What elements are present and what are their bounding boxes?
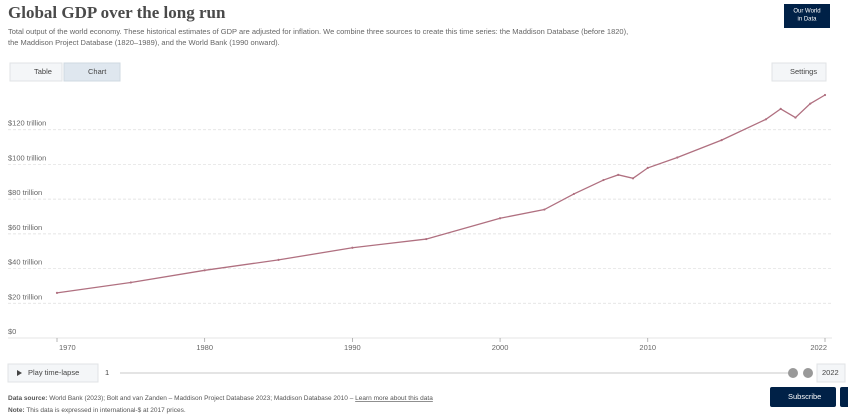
feedback-button[interactable]: [840, 387, 848, 407]
data-point: [779, 107, 782, 110]
y-tick-label: $0: [8, 327, 16, 336]
button-box: [771, 62, 827, 82]
x-tick-label: 1990: [344, 343, 361, 352]
data-point: [129, 281, 132, 284]
tab-label: Table: [34, 67, 52, 76]
data-point: [823, 93, 827, 97]
data-point: [809, 102, 812, 105]
year-field[interactable]: 1: [105, 368, 109, 377]
button-box: [7, 363, 99, 383]
button-label: Settings: [790, 67, 817, 76]
x-tick-label: 1980: [196, 343, 213, 352]
data-point: [631, 177, 635, 180]
data-point: [543, 208, 546, 211]
source: Data source: World Bank (2023); Bolt and…: [8, 395, 433, 402]
timeline-handle[interactable]: [803, 368, 813, 378]
year-field-box: [816, 363, 846, 383]
logo-box: [784, 4, 830, 28]
y-tick-label: $120 trillion: [8, 119, 46, 128]
y-tick-label: $80 trillion: [8, 188, 42, 197]
data-point: [676, 156, 679, 159]
button-box: [770, 387, 836, 407]
subtitle: Total output of the world economy. These…: [8, 27, 628, 36]
year-field[interactable]: 2022: [822, 368, 839, 377]
tab-chart[interactable]: Chart: [63, 62, 121, 82]
data-line: [56, 94, 826, 294]
tab-label: Chart: [88, 67, 107, 76]
tab-box: [9, 62, 63, 82]
learn-more[interactable]: Learn more about this data: [355, 395, 433, 402]
tab-box: [63, 62, 121, 82]
data-point: [794, 116, 797, 119]
timeline-handle[interactable]: [788, 368, 798, 378]
source-text: World Bank (2023); Bolt and van Zanden –…: [49, 395, 354, 402]
x-tick-label: 1970: [59, 343, 76, 352]
data-point: [55, 291, 59, 294]
data-point: [351, 246, 354, 249]
y-tick-label: $40 trillion: [8, 258, 42, 267]
logo[interactable]: Our World in Data: [784, 4, 830, 28]
tab-table[interactable]: Table: [9, 62, 63, 82]
y-tick-label: $20 trillion: [8, 292, 42, 301]
note-label: Note:: [8, 407, 25, 414]
y-tick-label: $60 trillion: [8, 223, 42, 232]
chart-title: Global GDP over the long run: [8, 3, 226, 22]
subscribe-button[interactable]: Subscribe: [770, 387, 836, 407]
data-point: [203, 269, 206, 272]
data-point: [617, 173, 620, 176]
subtitle: the Maddison Project Database (1820–1989…: [8, 38, 280, 47]
logo-text: Our World: [793, 9, 820, 15]
data-point: [498, 217, 502, 220]
data-point: [572, 192, 576, 196]
button-label: Subscribe: [788, 392, 821, 401]
logo-text: in Data: [797, 17, 817, 23]
source-label: Data source:: [8, 395, 47, 402]
data-point: [602, 178, 605, 182]
x-tick-label: 2022: [810, 343, 827, 352]
y-tick-label: $100 trillion: [8, 153, 46, 162]
data-point: [764, 118, 768, 121]
data-point: [720, 139, 723, 142]
x-tick-label: 2000: [492, 343, 509, 352]
data-point: [277, 258, 280, 261]
data-point: [425, 237, 428, 241]
settings-button[interactable]: Settings: [771, 62, 827, 82]
note-text: This data is expressed in international-…: [26, 407, 186, 414]
note: Note: This data is expressed in internat…: [8, 407, 186, 414]
play-button[interactable]: Play time-lapse: [7, 363, 99, 383]
data-point: [646, 166, 649, 169]
play-icon: [17, 370, 22, 376]
button-label: Play time-lapse: [28, 368, 79, 377]
x-tick-label: 2010: [639, 343, 656, 352]
